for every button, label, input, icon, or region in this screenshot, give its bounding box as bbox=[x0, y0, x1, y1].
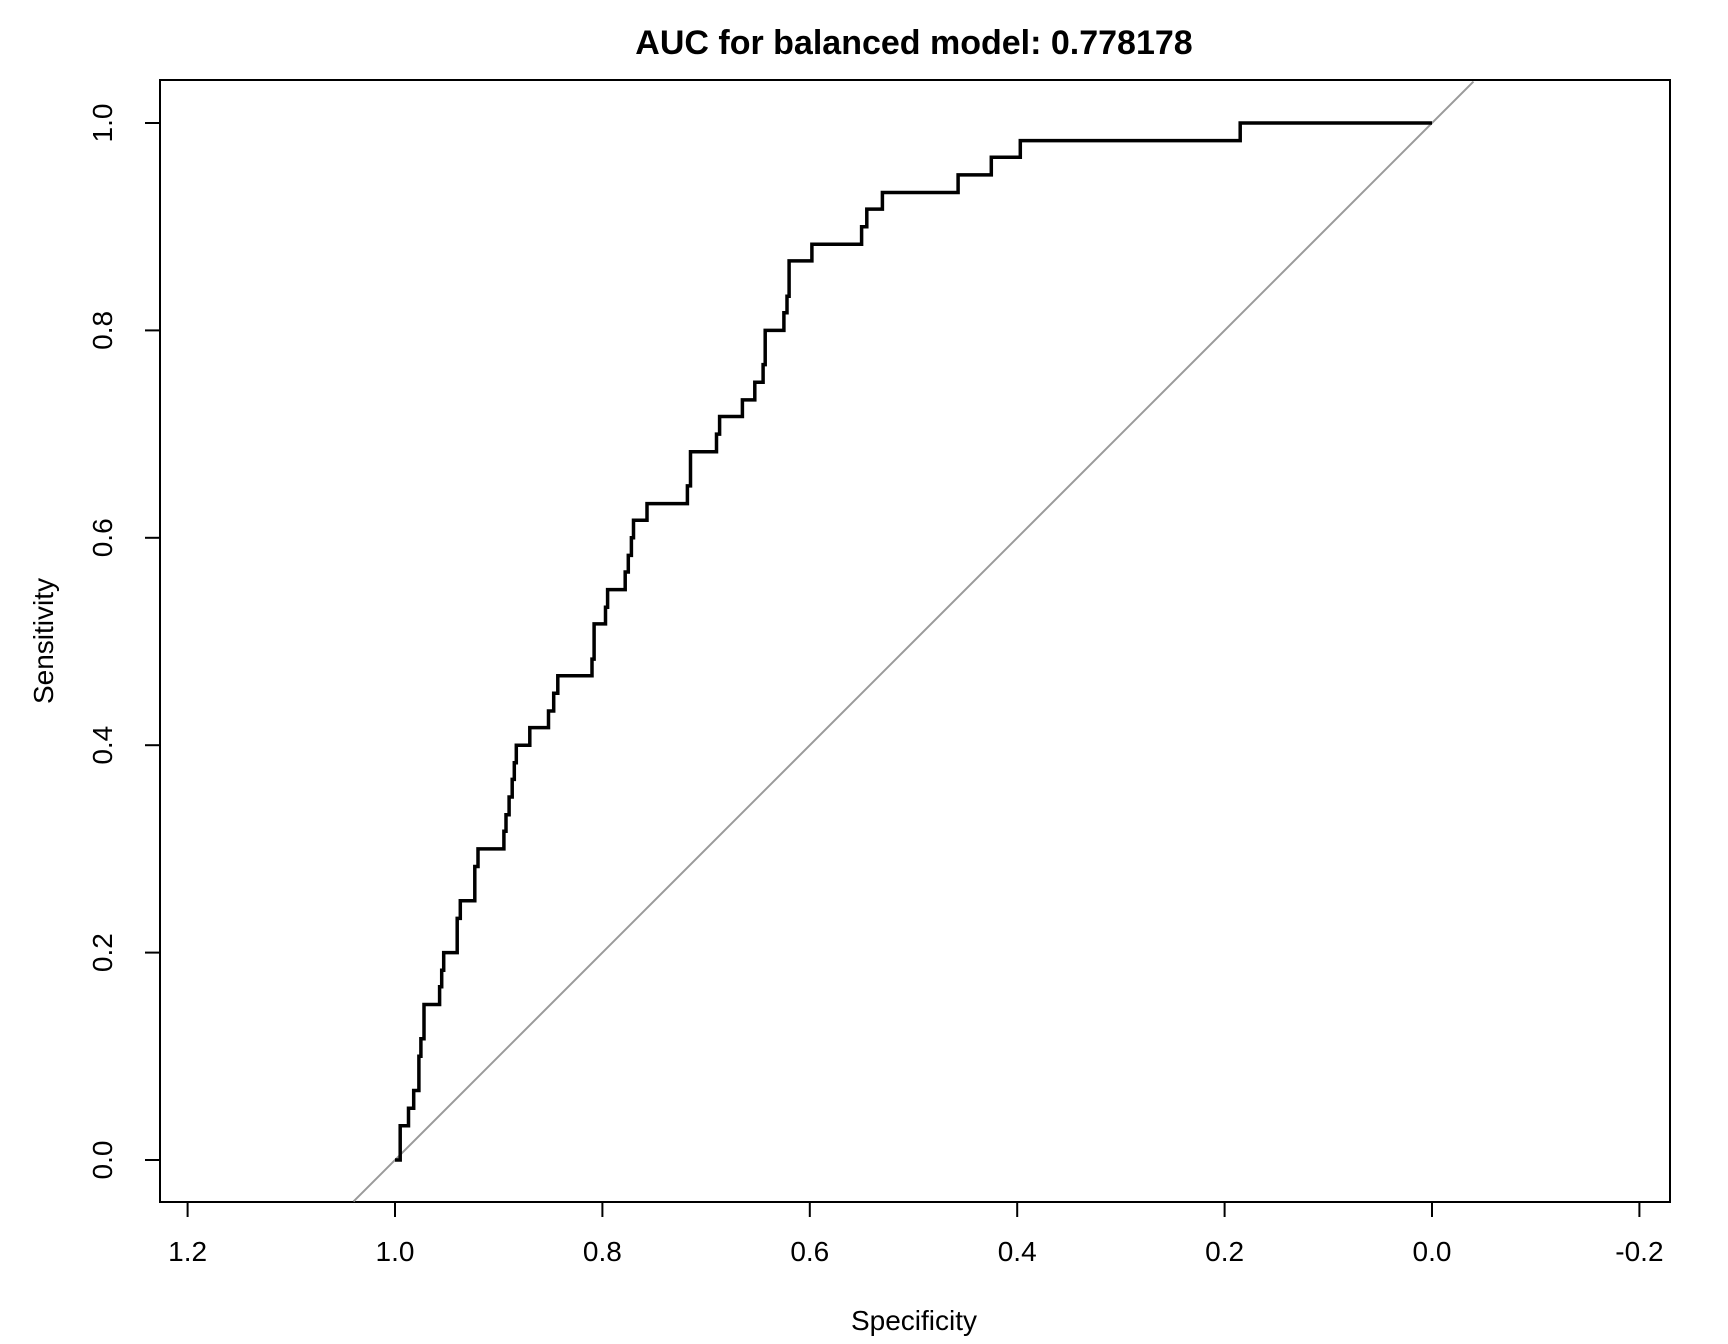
reference-diagonal-line bbox=[352, 80, 1475, 1203]
x-axis: 1.2 1.0 0.8 0.6 0.4 0.2 0.0 -0.2 bbox=[168, 1202, 1664, 1267]
y-axis-label: Sensitivity bbox=[28, 578, 59, 704]
y-tick-label: 0.6 bbox=[87, 518, 118, 557]
y-tick-label: 0.2 bbox=[87, 933, 118, 972]
y-tick-label: 0.4 bbox=[87, 726, 118, 765]
x-tick-label: 0.2 bbox=[1205, 1236, 1244, 1267]
x-tick-label: 0.4 bbox=[998, 1236, 1037, 1267]
x-tick-label: 0.6 bbox=[790, 1236, 829, 1267]
x-tick-label: 0.8 bbox=[583, 1236, 622, 1267]
y-tick-label: 0.0 bbox=[87, 1141, 118, 1180]
chart-title: AUC for balanced model: 0.778178 bbox=[635, 24, 1192, 62]
x-tick-label: 1.0 bbox=[376, 1236, 415, 1267]
x-axis-label: Specificity bbox=[851, 1305, 977, 1336]
y-tick-label: 1.0 bbox=[87, 104, 118, 143]
x-tick-label: 1.2 bbox=[168, 1236, 207, 1267]
y-tick-label: 0.8 bbox=[87, 311, 118, 350]
y-axis: 0.0 0.2 0.4 0.6 0.8 1.0 bbox=[87, 104, 160, 1180]
x-tick-label: 0.0 bbox=[1413, 1236, 1452, 1267]
roc-curve-line bbox=[395, 121, 1432, 1162]
plot-frame bbox=[159, 79, 1671, 1203]
x-tick-label: -0.2 bbox=[1615, 1236, 1663, 1267]
